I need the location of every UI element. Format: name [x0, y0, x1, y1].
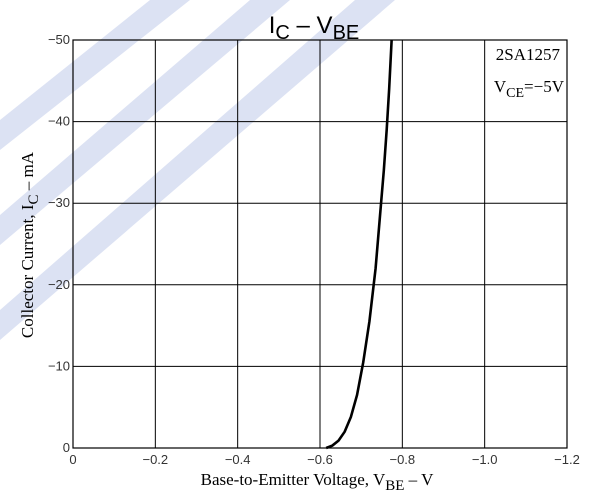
watermark-stripe	[0, 0, 190, 150]
y-tick-labels: 0 −10 −20 −30 −40 −50	[48, 32, 70, 455]
annotation-vce-prefix: V	[494, 77, 507, 96]
x-tick-label: −0.4	[225, 452, 251, 467]
y-tick-label: −40	[48, 114, 70, 129]
series-line	[325, 39, 393, 450]
x-label-sub: BE	[385, 478, 404, 494]
annotation-vce-sub: CE	[506, 86, 524, 101]
y-tick-label: −20	[48, 277, 70, 292]
x-label-prefix: Base-to-Emitter Voltage, V	[201, 470, 386, 489]
annotation-vce-suffix: =−5V	[524, 77, 565, 96]
x-tick-labels: 0 −0.2 −0.4 −0.6 −0.8 −1.0 −1.2	[69, 452, 579, 467]
x-tick-label: −1.0	[472, 452, 498, 467]
annotation-vce: VCE=−5V	[494, 77, 565, 101]
plot-frame	[72, 39, 568, 449]
x-tick-label: −0.8	[389, 452, 415, 467]
x-tick-label: −0.2	[142, 452, 168, 467]
y-tick-label: 0	[63, 440, 70, 455]
y-label-prefix: Collector Current, I	[18, 204, 37, 338]
x-tick-label: −1.2	[554, 452, 580, 467]
x-label-suffix: – V	[404, 470, 434, 489]
x-axis-label: Base-to-Emitter Voltage, VBE – V	[201, 470, 434, 494]
y-label-sub: C	[26, 194, 42, 204]
y-axis-label: Collector Current, IC – mA	[18, 151, 42, 338]
chart-title: IC – VBE	[269, 12, 360, 44]
title-sub-c: C	[275, 22, 289, 44]
title-dash: – V	[290, 12, 333, 39]
y-label-suffix: – mA	[18, 151, 37, 194]
y-tick-label: −50	[48, 32, 70, 47]
y-tick-label: −10	[48, 358, 70, 373]
title-main: I	[269, 12, 276, 39]
title-sub-be: BE	[333, 22, 360, 44]
x-tick-label: 0	[69, 452, 76, 467]
watermark-stripe	[0, 0, 395, 340]
x-tick-label: −0.6	[307, 452, 333, 467]
y-tick-label: −30	[48, 195, 70, 210]
annotation-device: 2SA1257	[496, 45, 561, 64]
